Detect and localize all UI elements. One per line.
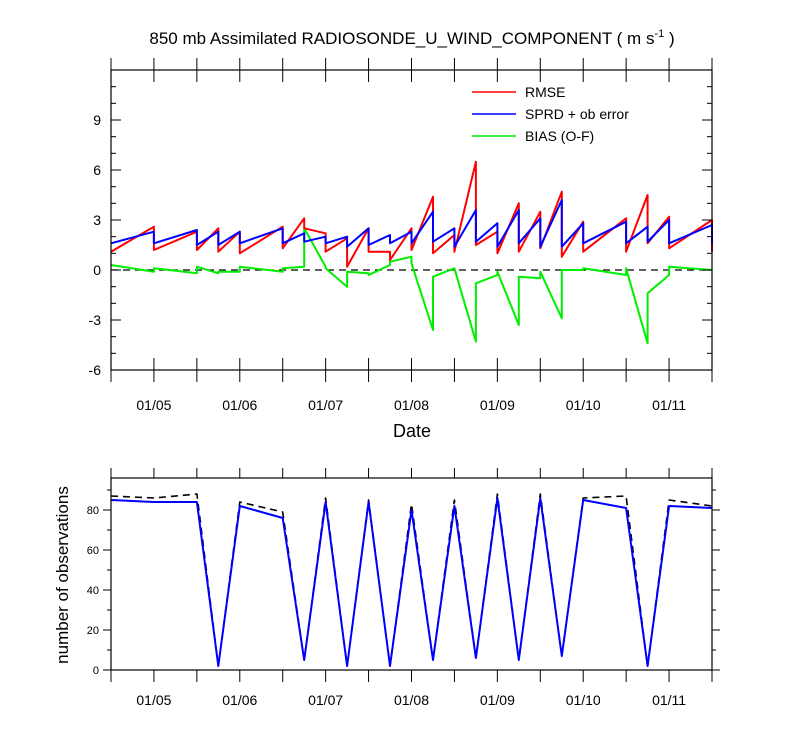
- obs-line-possible: [110, 493, 713, 667]
- chart-title-main: 850 mb Assimilated RADIOSONDE_U_WIND_COM…: [149, 29, 654, 48]
- x-tick-label: 01/08: [394, 397, 429, 413]
- bottom-x-tick-label: 01/09: [480, 692, 515, 708]
- bottom-y-tick-label: 20: [87, 625, 99, 637]
- bottom-y-tick-labels: 0 20 40 60 80: [87, 505, 99, 677]
- x-tick-label: 01/05: [136, 397, 171, 413]
- bottom-x-tick-label: 01/06: [222, 692, 257, 708]
- legend: RMSE SPRD + ob error BIAS (O-F): [472, 84, 629, 144]
- chart-title-unit-exponent: -1: [654, 28, 664, 40]
- x-tick-label: 01/07: [308, 397, 343, 413]
- x-tick-label: 01/06: [222, 397, 257, 413]
- legend-label-bias: BIAS (O-F): [525, 128, 594, 144]
- bottom-x-tick-label: 01/07: [308, 692, 343, 708]
- bottom-x-tick-label: 01/05: [136, 692, 171, 708]
- series-line-bias-o-f: [110, 227, 713, 345]
- bottom-axis-ticks: [103, 468, 720, 682]
- x-tick-label: 01/11: [652, 397, 686, 413]
- bottom-y-tick-label: 40: [87, 585, 99, 597]
- legend-label-sprd: SPRD + ob error: [525, 106, 629, 122]
- bottom-series-group: [110, 493, 713, 667]
- bottom-x-tick-label: 01/10: [566, 692, 601, 708]
- chart-title-close: ): [664, 29, 674, 48]
- series-line-sprd-ob-error: [110, 199, 713, 248]
- bottom-x-tick-label: 01/11: [652, 692, 686, 708]
- legend-label-rmse: RMSE: [525, 84, 565, 100]
- chart-title: 850 mb Assimilated RADIOSONDE_U_WIND_COM…: [149, 28, 674, 48]
- bottom-panel: 0 20 40 60 80 01/05 01/06 01/07 01/08 01/09 01/10…: [53, 468, 720, 708]
- top-series-group: [110, 160, 713, 345]
- bottom-x-tick-label: 01/08: [394, 692, 429, 708]
- x-tick-label: 01/09: [480, 397, 515, 413]
- y-tick-label: -6: [89, 362, 102, 378]
- top-y-tick-labels: -6 -3 0 3 6 9: [89, 112, 102, 378]
- series-line-rmse: [110, 160, 713, 268]
- bottom-y-tick-label: 0: [93, 665, 99, 677]
- top-axis-ticks: [110, 58, 713, 382]
- top-x-axis-title: Date: [393, 421, 431, 441]
- bottom-x-tick-labels: 01/05 01/06 01/07 01/08 01/09 01/10 01/11: [136, 692, 686, 708]
- bottom-y-tick-label: 60: [87, 545, 99, 557]
- top-x-tick-labels: 01/05 01/06 01/07 01/08 01/09 01/10 01/11: [136, 397, 686, 413]
- y-tick-label: 0: [93, 262, 101, 278]
- y-tick-label: 3: [93, 212, 101, 228]
- y-tick-label: 9: [93, 112, 101, 128]
- y-tick-label: -3: [89, 312, 102, 328]
- y-tick-label: 6: [93, 162, 101, 178]
- bottom-y-tick-label: 80: [87, 505, 99, 517]
- x-tick-label: 01/10: [566, 397, 601, 413]
- bottom-y-axis-title: number of observations: [53, 486, 72, 664]
- obs-line-assimilated: [110, 497, 713, 667]
